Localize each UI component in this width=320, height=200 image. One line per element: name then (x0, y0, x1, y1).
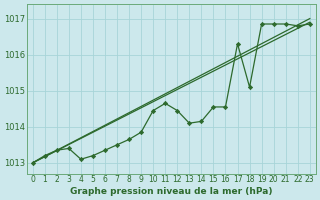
X-axis label: Graphe pression niveau de la mer (hPa): Graphe pression niveau de la mer (hPa) (70, 187, 273, 196)
